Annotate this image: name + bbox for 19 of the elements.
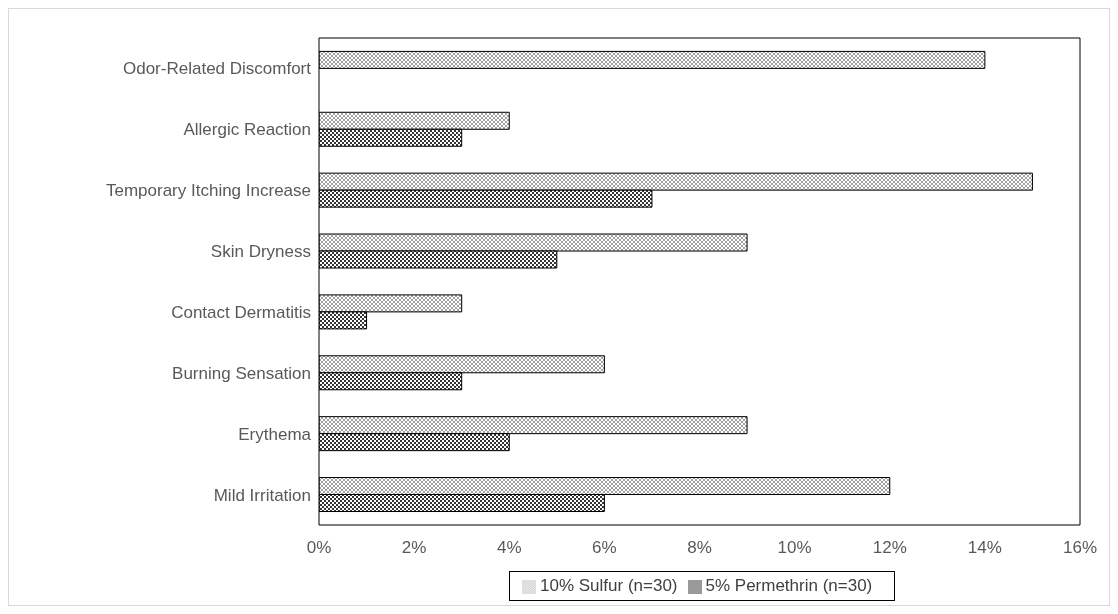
legend-label: 10% Sulfur (n=30) [540,576,678,595]
x-tick-label: 8% [687,538,712,558]
x-tick-label: 2% [401,538,427,558]
y-tick-label: Mild Irritation [213,485,311,505]
y-tick-label: Allergic Reaction [183,120,311,140]
x-tick-label: 0% [306,538,332,558]
x-tick-label: 6% [592,538,617,558]
x-tick-label: 10% [777,538,812,558]
y-tick-label: Odor-Related Discomfort [122,59,312,79]
x-tick-label: 14% [967,538,1002,558]
legend-label: 5% Permethrin (n=30) [705,576,873,595]
y-tick-label: Temporary Itching Increase [105,181,311,201]
x-tick-label: 12% [872,538,907,558]
y-tick-label: Contact Dermatitis [171,302,311,322]
y-tick-label: Burning Sensation [172,363,311,383]
y-tick-label: Erythema [238,424,312,444]
x-tick-label: 16% [1062,538,1098,558]
x-tick-label: 4% [496,538,522,558]
y-tick-label: Skin Dryness [210,242,311,262]
